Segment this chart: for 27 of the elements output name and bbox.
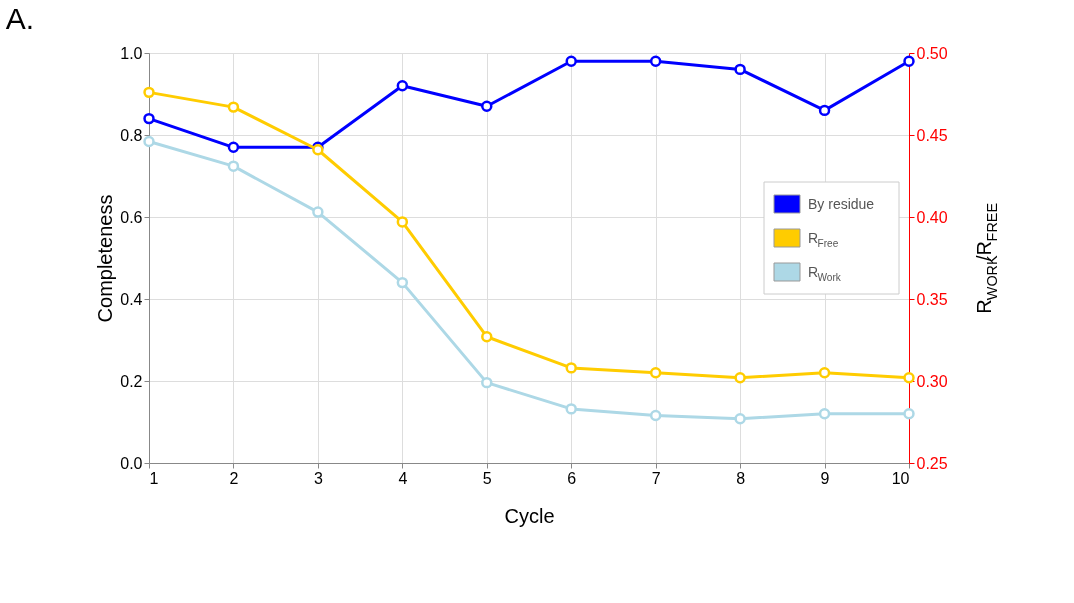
y2-tick-label: 0.35 — [916, 290, 948, 308]
x-tick-label: 10 — [891, 469, 910, 487]
y-tick-label: 0.4 — [120, 290, 143, 308]
x-tick-label: 9 — [820, 469, 830, 487]
y-tick-label: 1.0 — [120, 44, 143, 62]
y2-tick-label: 0.25 — [916, 454, 948, 472]
y-tick-label: 0.6 — [120, 208, 143, 226]
y2-tick-label: 0.40 — [916, 208, 948, 226]
y-axis-title: Completeness — [94, 194, 117, 323]
y-tick-label: 0.8 — [120, 126, 143, 144]
y-tick-label: 0.2 — [120, 372, 143, 390]
x-tick-label: 6 — [567, 469, 577, 487]
x-tick-label: 4 — [398, 469, 408, 487]
x-tick-label: 3 — [313, 469, 323, 487]
y2-axis-title: RWORK/RFREE — [973, 203, 1000, 314]
chart-title: A. — [5, 2, 35, 35]
x-axis-title: Cycle — [504, 504, 555, 527]
x-tick-label: 7 — [651, 469, 661, 487]
y2-tick-label: 0.45 — [916, 126, 948, 144]
x-tick-label: 5 — [482, 469, 492, 487]
y2-tick-label: 0.30 — [916, 372, 948, 390]
y2-tick-label: 0.50 — [916, 44, 948, 62]
y-tick-label: 0.0 — [120, 454, 143, 472]
x-tick-label: 2 — [229, 469, 239, 487]
legend-label: By residue — [808, 196, 875, 212]
x-tick-label: 1 — [149, 469, 159, 487]
x-tick-label: 8 — [736, 469, 746, 487]
